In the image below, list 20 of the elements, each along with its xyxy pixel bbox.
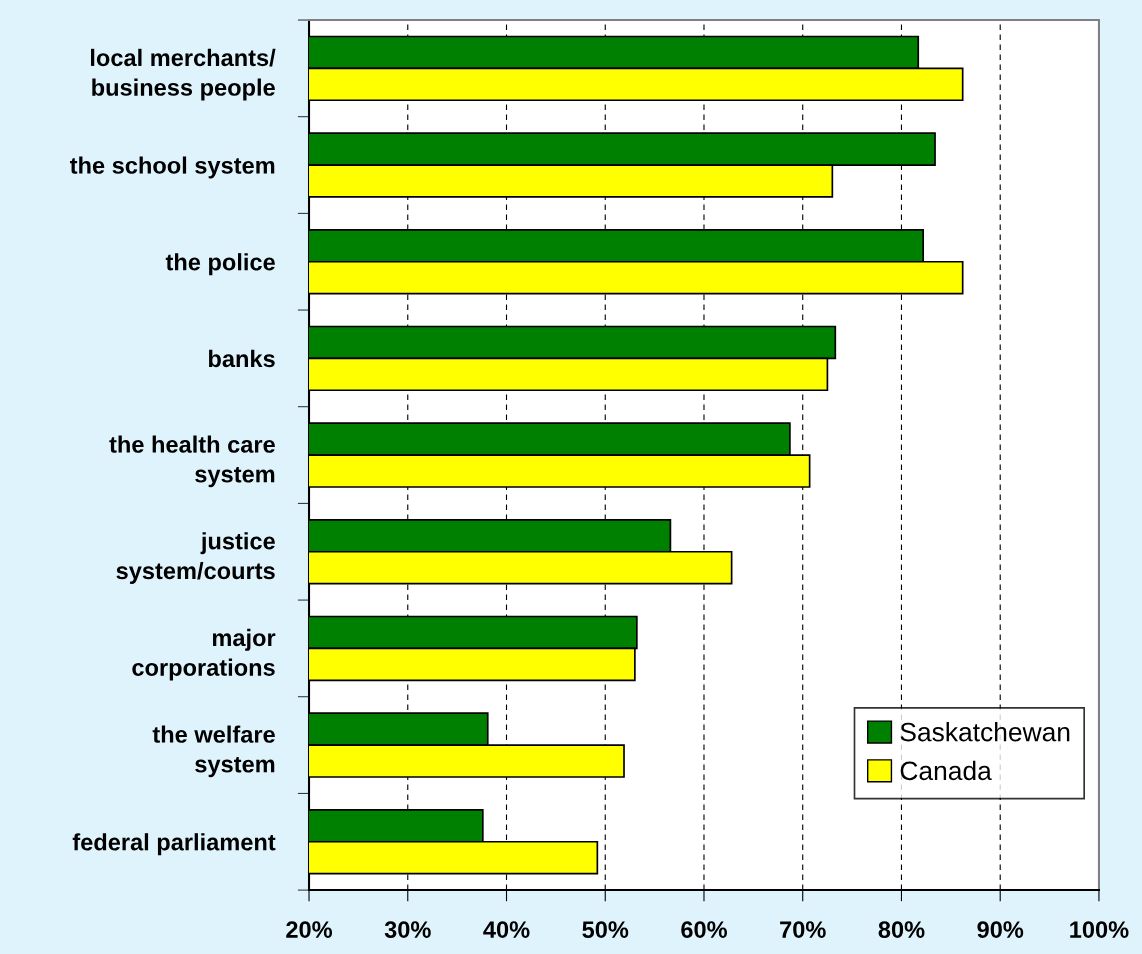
x-tick-label: 30%: [384, 921, 431, 939]
y-tick-label: federal parliament: [72, 833, 276, 856]
x-tick-label: 70%: [780, 921, 826, 938]
x-tick-label: 60%: [681, 921, 727, 938]
legend-label: Canada: [900, 760, 992, 781]
x-tick-label: 80%: [878, 921, 925, 938]
y-tick-label: the police: [165, 253, 275, 276]
x-tick-label: 90%: [977, 921, 1024, 938]
x-tick-label: 20%: [286, 921, 333, 938]
y-tick-label: major corporations: [132, 628, 276, 681]
y-tick-label: the school system: [69, 156, 275, 179]
y-tick-label: local merchants/ business people: [91, 48, 276, 101]
x-tick-label: 40%: [483, 921, 530, 938]
y-tick-label: the welfare system: [152, 725, 275, 778]
y-tick-label: justice system/courts: [116, 532, 275, 584]
x-tick-label: 100%: [1070, 921, 1129, 938]
y-tick-label: the health care system: [109, 435, 275, 488]
x-tick-label: 50%: [582, 921, 629, 938]
y-tick-label: banks: [209, 349, 275, 368]
legend-label: Saskatchewan: [900, 722, 1070, 742]
